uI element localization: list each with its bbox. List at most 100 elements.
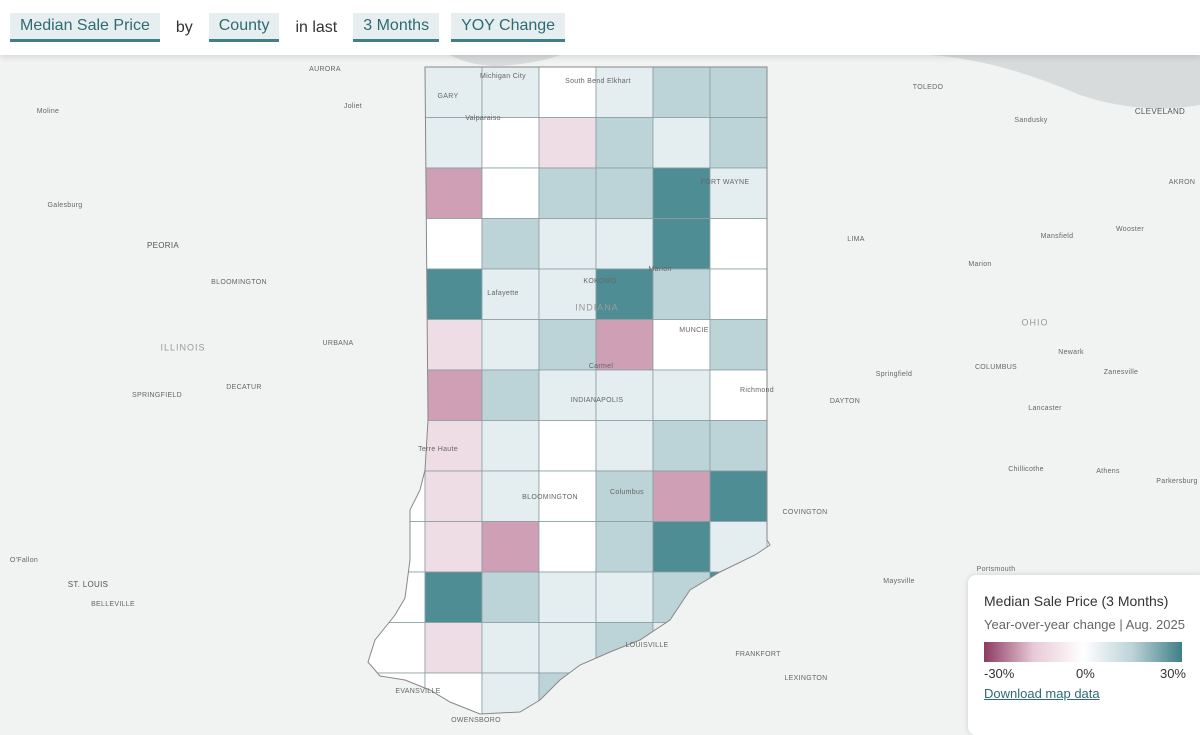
place-label: SPRINGFIELD xyxy=(132,392,182,399)
county[interactable] xyxy=(368,672,426,724)
county[interactable] xyxy=(424,571,483,623)
county[interactable] xyxy=(538,67,597,118)
place-labels: AURORA Joliet Moline Galesburg PEORIA BLOOMIN… xyxy=(10,66,1198,724)
county[interactable] xyxy=(595,420,654,472)
period-select[interactable]: 3 Months xyxy=(353,13,440,42)
county[interactable] xyxy=(424,117,483,169)
county[interactable] xyxy=(709,571,768,623)
county[interactable] xyxy=(424,369,483,421)
county[interactable] xyxy=(481,319,540,371)
county[interactable] xyxy=(538,268,597,320)
county[interactable] xyxy=(709,218,768,270)
county[interactable] xyxy=(595,571,654,623)
place-label: Chillicothe xyxy=(1008,466,1044,473)
county[interactable] xyxy=(481,369,540,421)
county[interactable] xyxy=(595,117,654,169)
county[interactable] xyxy=(538,117,597,169)
county[interactable] xyxy=(595,369,654,421)
place-label: Zanesville xyxy=(1104,369,1139,376)
county[interactable] xyxy=(481,521,540,573)
county[interactable] xyxy=(709,167,768,219)
county[interactable] xyxy=(424,319,483,371)
county[interactable] xyxy=(595,521,654,573)
county[interactable] xyxy=(595,167,654,219)
county[interactable] xyxy=(424,521,483,573)
legend-subtitle: Year-over-year change | Aug. 2025 xyxy=(984,617,1185,632)
place-label: DECATUR xyxy=(226,384,261,391)
county[interactable] xyxy=(538,521,597,573)
county[interactable] xyxy=(481,167,540,219)
county[interactable] xyxy=(709,420,768,472)
county[interactable] xyxy=(709,268,768,320)
county[interactable] xyxy=(481,218,540,270)
region-select[interactable]: County xyxy=(208,13,280,42)
place-label: OHIO xyxy=(1021,317,1048,327)
county[interactable] xyxy=(709,319,768,371)
county[interactable] xyxy=(652,672,711,724)
county[interactable] xyxy=(424,167,483,219)
place-label: AURORA xyxy=(309,66,341,73)
county[interactable] xyxy=(368,67,426,118)
toolbar: Median Sale Price by County in last 3 Mo… xyxy=(0,0,1200,55)
county[interactable] xyxy=(652,420,711,472)
county[interactable] xyxy=(538,319,597,371)
county[interactable] xyxy=(709,521,768,573)
county[interactable] xyxy=(709,470,768,522)
county[interactable] xyxy=(368,117,426,169)
county[interactable] xyxy=(652,167,711,219)
county[interactable] xyxy=(368,369,426,421)
county[interactable] xyxy=(368,218,426,270)
counties[interactable] xyxy=(368,67,768,724)
county[interactable] xyxy=(538,369,597,421)
county[interactable] xyxy=(368,622,426,674)
county[interactable] xyxy=(595,319,654,371)
county[interactable] xyxy=(424,622,483,674)
county[interactable] xyxy=(538,167,597,219)
county[interactable] xyxy=(709,369,768,421)
county[interactable] xyxy=(481,420,540,472)
county[interactable] xyxy=(424,420,483,472)
county[interactable] xyxy=(368,319,426,371)
county[interactable] xyxy=(481,117,540,169)
county[interactable] xyxy=(652,571,711,623)
county[interactable] xyxy=(538,420,597,472)
county[interactable] xyxy=(652,521,711,573)
county[interactable] xyxy=(538,672,597,724)
county[interactable] xyxy=(652,67,711,118)
county[interactable] xyxy=(709,67,768,118)
county[interactable] xyxy=(424,67,483,118)
download-link[interactable]: Download map data xyxy=(984,686,1100,701)
county[interactable] xyxy=(424,268,483,320)
county[interactable] xyxy=(652,369,711,421)
county[interactable] xyxy=(481,622,540,674)
county[interactable] xyxy=(368,268,426,320)
metric-select[interactable]: Median Sale Price xyxy=(10,13,160,42)
county[interactable] xyxy=(424,218,483,270)
county[interactable] xyxy=(595,67,654,118)
county[interactable] xyxy=(368,521,426,573)
county[interactable] xyxy=(538,571,597,623)
county[interactable] xyxy=(368,571,426,623)
county[interactable] xyxy=(368,167,426,219)
county[interactable] xyxy=(652,470,711,522)
county[interactable] xyxy=(709,117,768,169)
county[interactable] xyxy=(538,622,597,674)
place-label: FORT WAYNE xyxy=(701,179,750,186)
place-label: Mansfield xyxy=(1041,233,1074,240)
county[interactable] xyxy=(595,470,654,522)
county[interactable] xyxy=(368,420,426,472)
county[interactable] xyxy=(595,672,654,724)
county[interactable] xyxy=(652,117,711,169)
county[interactable] xyxy=(652,268,711,320)
county[interactable] xyxy=(481,571,540,623)
change-select[interactable]: YOY Change xyxy=(451,13,566,42)
county[interactable] xyxy=(709,622,768,674)
county[interactable] xyxy=(538,218,597,270)
county[interactable] xyxy=(481,470,540,522)
county[interactable] xyxy=(595,218,654,270)
county[interactable] xyxy=(424,470,483,522)
county[interactable] xyxy=(709,672,768,724)
county[interactable] xyxy=(652,218,711,270)
